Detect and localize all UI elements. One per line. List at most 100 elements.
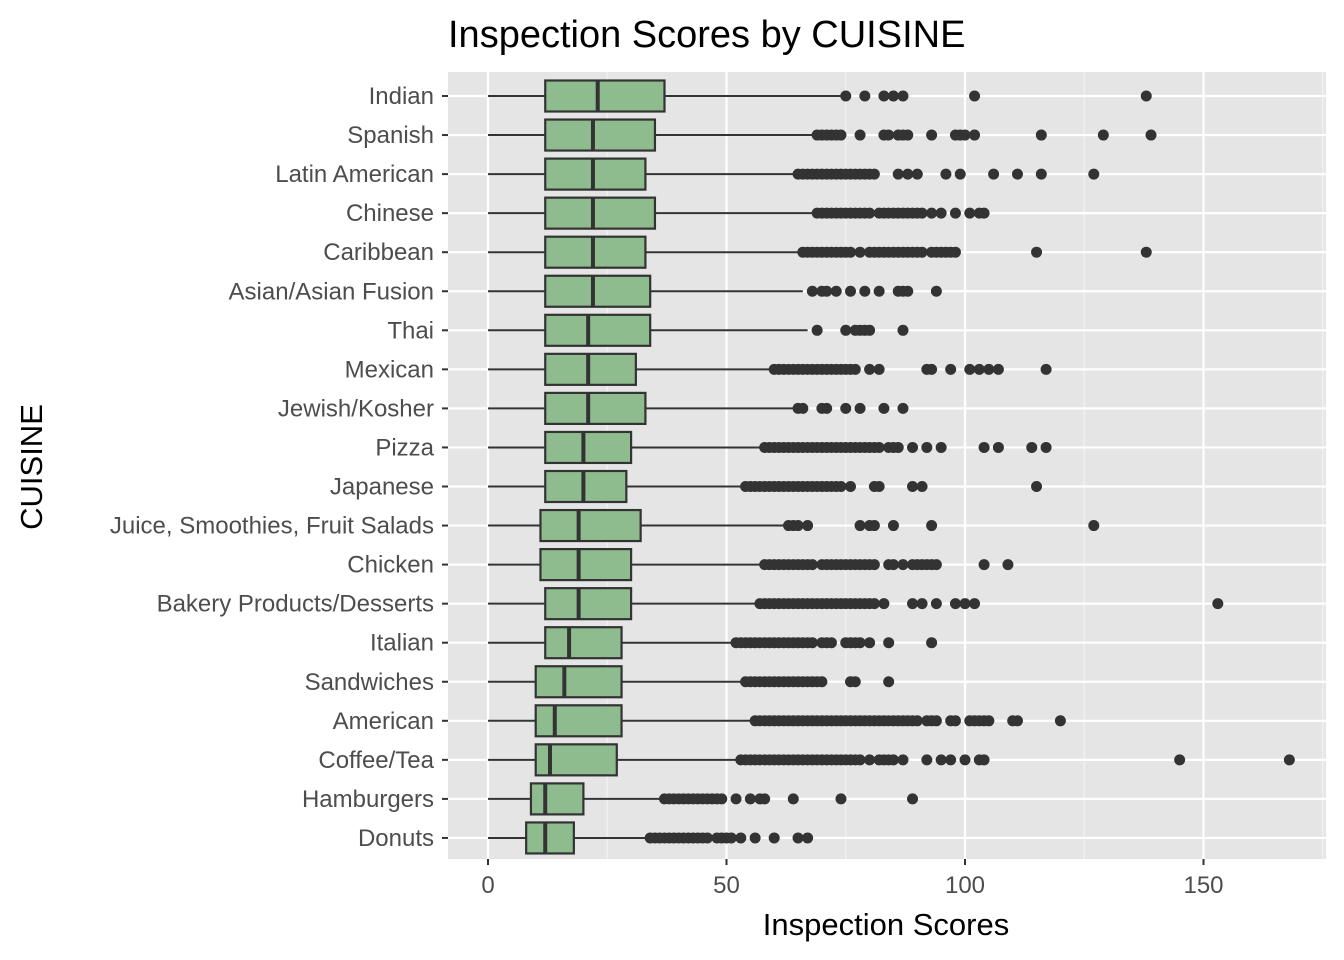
box-spanish [488,118,1157,152]
outlier-point [949,207,961,219]
iqr-box [529,782,585,816]
iqr-box [544,235,647,269]
outlier-point [725,832,737,844]
outlier-point [806,559,818,571]
outlier-point [873,481,885,492]
outlier-point [854,637,866,649]
outlier-point [1026,441,1038,453]
box-jewish-kosher [488,391,909,425]
outlier-point [821,402,833,414]
y-tick-label: Hamburgers [302,786,434,813]
box-mexican [488,352,1052,386]
iqr-box [544,430,633,465]
outlier-point [949,246,961,258]
outlier-point [859,90,871,102]
outlier-point [883,676,895,688]
outlier-point [969,90,981,102]
outlier-point [930,285,942,297]
outlier-point [978,754,990,766]
box-sandwiches [488,665,895,699]
outlier-point [916,246,928,258]
outlier-point [864,363,876,375]
axis-layer: Indian Spanish Latin American Chinese Caribb… [110,83,1224,899]
outlier-point [873,285,885,297]
outlier-point [1031,481,1043,492]
outlier-point [806,637,818,649]
outlier-point [907,441,919,453]
outlier-point [849,676,861,688]
outlier-point [1140,90,1152,102]
y-axis-title: CUISINE [14,404,49,530]
iqr-box [534,704,623,738]
y-tick-label: Juice, Smoothies, Fruit Salads [110,513,434,540]
box-donuts [488,821,814,855]
y-tick-label: Mexican [345,356,434,383]
outlier-point [887,754,899,766]
outlier-point [873,441,885,453]
y-tick-label: Asian/Asian Fusion [229,278,434,305]
outlier-point [878,598,890,610]
outlier-point [935,207,947,219]
x-tick-label: 50 [713,872,740,899]
outlier-point [802,832,814,844]
outlier-point [1035,129,1047,141]
box-hamburgers [488,782,919,816]
outlier-point [1140,246,1152,258]
iqr-box [544,196,657,230]
iqr-box [544,391,647,425]
outlier-point [926,129,938,141]
box-asian-asian-fusion [488,274,942,308]
y-tick-label: Italian [370,630,434,657]
outlier-point [945,754,957,766]
outlier-point [816,676,828,688]
outlier-point [978,441,990,453]
outlier-point [864,754,876,766]
outlier-point [854,246,866,258]
outlier-point [897,559,909,571]
y-tick-label: Thai [387,317,434,344]
outlier-point [969,129,981,141]
outlier-point [1040,441,1052,453]
outlier-point [1283,754,1295,766]
outlier-point [845,246,857,258]
outlier-point [907,793,919,805]
outlier-point [1088,168,1100,180]
outlier-point [744,793,756,805]
outlier-point [1035,168,1047,180]
outlier-point [926,363,938,375]
y-tick-label: Caribbean [323,239,434,266]
outlier-point [883,129,895,141]
outlier-point [983,363,995,375]
x-tick-label: 150 [1183,872,1223,899]
outlier-point [973,363,985,375]
outlier-point [954,168,966,180]
outlier-point [992,363,1004,375]
box-caribbean [488,235,1152,269]
outlier-point [768,832,780,844]
iqr-box [539,547,633,582]
outlier-point [945,363,957,375]
outlier-point [840,90,852,102]
iqr-box [544,118,657,152]
outlier-point [935,754,947,766]
iqr-box [544,79,666,113]
outlier-point [897,402,909,414]
outlier-point [897,90,909,102]
outlier-point [959,129,971,141]
outlier-point [959,754,971,766]
outlier-point [1174,754,1186,766]
outlier-point [802,520,814,532]
iqr-box [544,626,623,660]
outlier-point [992,441,1004,453]
outlier-point [897,754,909,766]
outlier-point [1097,129,1109,141]
box-chicken [488,547,1014,582]
box-latin-american [488,157,1100,191]
outlier-point [716,793,728,805]
outlier-point [845,285,857,297]
outlier-point [835,129,847,141]
outlier-point [845,481,857,492]
outlier-point [902,129,914,141]
outlier-point [964,207,976,219]
